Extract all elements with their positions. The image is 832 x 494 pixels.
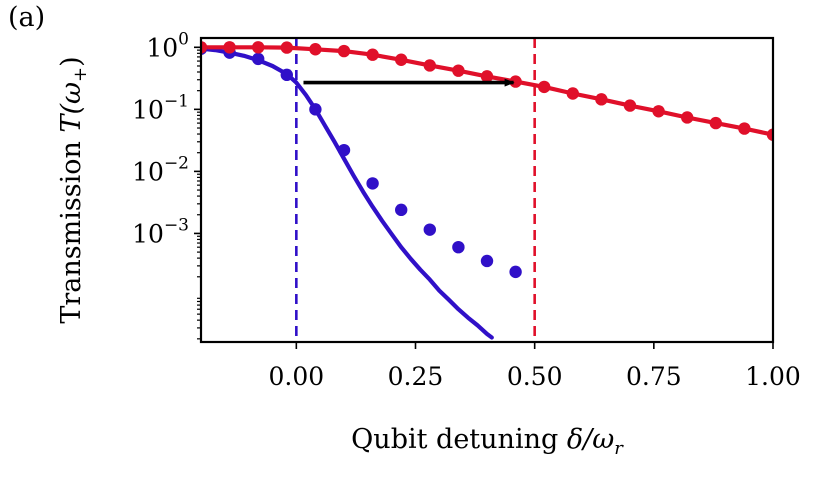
x-tick-label: 1.00 <box>745 362 801 391</box>
red-data-point <box>423 59 436 72</box>
red-data-point <box>223 41 236 54</box>
red-data-point <box>595 93 608 106</box>
y-tick-label: 10−2 <box>132 153 189 186</box>
y-tick-label: 100 <box>146 29 189 62</box>
blue-data-point <box>509 265 522 279</box>
panel-label: (a) <box>8 2 45 33</box>
x-tick-label: 0.50 <box>507 362 563 391</box>
blue-data-point <box>480 254 494 268</box>
y-axis-label: Transmission T(ω+) <box>56 56 91 323</box>
y-tick-label: 10−3 <box>132 215 189 248</box>
red-data-point <box>623 99 637 112</box>
x-axis-label: Qubit detuning δ/ωr <box>351 424 624 459</box>
red-data-point <box>566 87 579 100</box>
red-data-point <box>709 116 722 130</box>
y-tick-label: 10−1 <box>132 91 189 124</box>
blue-data-point <box>452 240 465 254</box>
red-data-point <box>480 70 494 83</box>
red-data-point <box>538 80 551 94</box>
y-axis: 100 10−1 10−2 10−3 <box>132 29 201 340</box>
x-axis: 0.00 0.25 0.50 0.75 1.00 <box>268 342 801 391</box>
x-tick-label: 0.25 <box>388 362 444 391</box>
blue-data-point <box>309 103 322 116</box>
blue-data-point <box>280 68 293 82</box>
blue-data-point <box>366 177 379 190</box>
blue-data-point <box>395 203 408 217</box>
x-tick-label: 0.00 <box>268 362 324 391</box>
plot-area <box>201 38 773 342</box>
blue-data-fit-line <box>201 46 494 340</box>
blue-data-point <box>423 223 436 236</box>
red-data-point <box>309 43 322 56</box>
red-data-point <box>738 122 751 135</box>
red-data-point <box>652 105 665 118</box>
blue-data-point <box>252 52 265 66</box>
red-data-point <box>337 44 351 58</box>
red-data-point <box>452 64 465 77</box>
red-data-point <box>681 111 694 124</box>
x-tick-label: 0.75 <box>626 362 682 391</box>
blue-data-point <box>337 143 351 157</box>
red-data-point <box>366 48 379 61</box>
red-data-point <box>395 53 408 66</box>
red-data-point <box>280 41 293 54</box>
red-data-point <box>252 41 265 54</box>
red-data-point <box>766 128 773 141</box>
red-data-point <box>201 41 208 54</box>
